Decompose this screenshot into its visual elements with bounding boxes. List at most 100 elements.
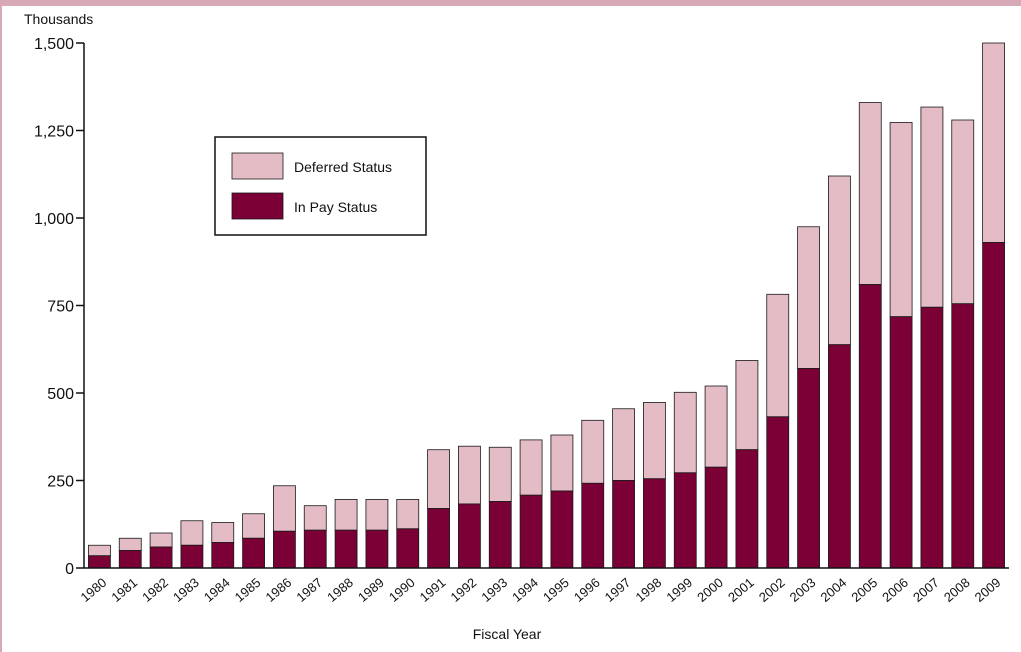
- x-tick-label: 1986: [263, 575, 295, 605]
- x-axis-title: Fiscal Year: [473, 626, 542, 642]
- bar-in-pay-1988: [334, 529, 358, 569]
- y-tick-label: 1,000: [34, 211, 74, 228]
- x-tick-label: 1994: [509, 575, 541, 605]
- bar-deferred-2001: [735, 360, 759, 451]
- bar-deferred-1980: [88, 544, 111, 557]
- bar-in-pay-2002: [766, 416, 790, 569]
- bar-deferred-1988: [334, 498, 358, 531]
- x-tick-label: 1980: [78, 575, 110, 605]
- bar-deferred-1994: [519, 439, 543, 496]
- bar-deferred-1990: [396, 498, 420, 530]
- bar-in-pay-1984: [211, 542, 235, 569]
- bar-in-pay-1996: [581, 482, 605, 569]
- x-tick-label: 1981: [108, 575, 140, 605]
- x-tick-label: 1995: [540, 575, 572, 605]
- legend-box: [214, 136, 427, 236]
- bar-in-pay-1982: [149, 546, 173, 569]
- legend-label-in-pay: In Pay Status: [294, 199, 377, 215]
- bar-in-pay-1987: [303, 529, 327, 569]
- bar-in-pay-2001: [735, 449, 759, 569]
- x-tick-label: 2008: [941, 575, 973, 605]
- bar-deferred-2005: [858, 102, 882, 285]
- bar-series: [88, 42, 1005, 569]
- legend-swatch-deferred: [231, 152, 284, 180]
- x-tick-label: 2007: [910, 575, 942, 605]
- bar-in-pay-2008: [951, 303, 975, 569]
- bar-in-pay-2009: [982, 242, 1005, 569]
- bar-deferred-1984: [211, 522, 235, 543]
- x-tick-label: 1987: [293, 575, 325, 605]
- legend-swatch-in-pay: [231, 192, 284, 220]
- bar-deferred-1989: [365, 498, 389, 531]
- x-tick-label: 2001: [725, 575, 757, 605]
- bar-deferred-2006: [889, 122, 913, 318]
- bar-in-pay-2003: [797, 368, 820, 569]
- bar-deferred-1986: [273, 485, 296, 532]
- y-axis-ticks: 0 250 500 750 1,000 1,250 1,500: [34, 36, 84, 578]
- bar-deferred-1999: [673, 391, 697, 474]
- bar-deferred-1991: [427, 449, 450, 509]
- frame-left-border: [0, 0, 2, 652]
- bar-in-pay-1989: [365, 529, 389, 569]
- y-tick-label: 750: [47, 299, 74, 316]
- x-tick-label: 2002: [756, 575, 788, 605]
- bar-in-pay-1994: [519, 494, 543, 569]
- x-tick-label: 1992: [448, 575, 480, 605]
- x-tick-label: 1991: [417, 575, 449, 605]
- bar-deferred-2000: [704, 385, 728, 468]
- bar-in-pay-2004: [828, 344, 851, 569]
- bar-in-pay-1980: [88, 555, 111, 569]
- x-tick-label: 2004: [818, 575, 850, 605]
- x-axis-ticks: 1980 1981 1982 1983 1984 1985 1986 1987 1988 1989…: [78, 575, 1004, 605]
- x-tick-label: 1985: [232, 575, 264, 605]
- bar-in-pay-2005: [858, 284, 882, 569]
- bar-in-pay-1992: [458, 503, 481, 569]
- y-tick-label: 0: [65, 561, 74, 578]
- x-tick-label: 1998: [633, 575, 665, 605]
- bar-in-pay-2006: [889, 316, 913, 569]
- bar-deferred-2003: [797, 226, 820, 369]
- bar-in-pay-1995: [550, 490, 574, 569]
- x-tick-label: 1999: [663, 575, 695, 605]
- frame-top-border: [0, 0, 1021, 6]
- bar-deferred-1983: [180, 520, 204, 546]
- bar-in-pay-1997: [612, 480, 635, 569]
- x-tick-label: 1989: [355, 575, 387, 605]
- bar-deferred-1987: [303, 505, 327, 531]
- bar-in-pay-1999: [673, 472, 697, 569]
- x-tick-label: 2000: [694, 575, 726, 605]
- bar-in-pay-2007: [920, 306, 944, 569]
- x-tick-label: 1982: [139, 575, 171, 605]
- bar-in-pay-1986: [273, 530, 296, 569]
- y-tick-label: 1,250: [34, 124, 74, 141]
- bar-deferred-1982: [149, 532, 173, 548]
- x-tick-label: 2006: [879, 575, 911, 605]
- x-tick-label: 2003: [787, 575, 819, 605]
- bar-in-pay-2000: [704, 466, 728, 569]
- x-tick-label: 2005: [848, 575, 880, 605]
- bar-deferred-1998: [643, 402, 666, 480]
- x-tick-label: 1997: [602, 575, 634, 605]
- bar-in-pay-1983: [180, 544, 204, 569]
- x-tick-label: 2009: [972, 575, 1004, 605]
- x-tick-label: 1993: [478, 575, 510, 605]
- bar-deferred-2009: [982, 42, 1005, 243]
- bar-deferred-2008: [951, 119, 975, 305]
- bar-in-pay-1991: [427, 508, 450, 569]
- x-tick-label: 1996: [571, 575, 603, 605]
- legend-label-deferred: Deferred Status: [294, 159, 392, 175]
- x-tick-label: 1988: [324, 575, 356, 605]
- bar-in-pay-1990: [396, 528, 420, 569]
- bar-deferred-1992: [458, 445, 481, 505]
- bar-deferred-2004: [828, 175, 851, 346]
- bar-deferred-1996: [581, 419, 605, 484]
- y-tick-label: 250: [47, 474, 74, 491]
- bar-deferred-1997: [612, 408, 635, 481]
- bar-deferred-1985: [242, 513, 265, 539]
- x-tick-label: 1983: [170, 575, 202, 605]
- bar-in-pay-1998: [643, 478, 666, 569]
- legend: Deferred Status In Pay Status: [214, 136, 427, 236]
- y-tick-label: 500: [47, 386, 74, 403]
